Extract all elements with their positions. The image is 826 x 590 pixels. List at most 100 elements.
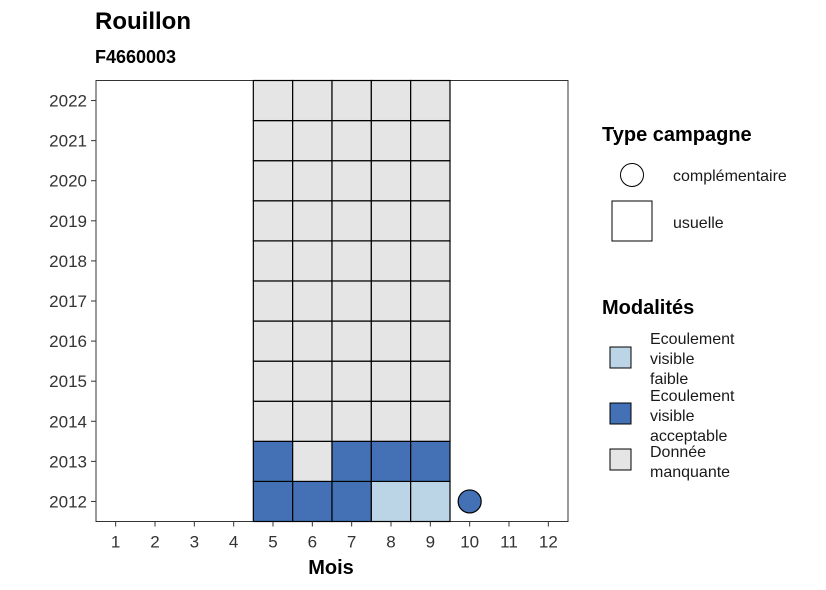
- x-tick-label: 4: [229, 533, 238, 552]
- heatmap-cell-2019-7: [331, 200, 372, 242]
- heatmap-cell-2019-9: [410, 200, 451, 242]
- heatmap-cell-2022-7: [331, 79, 372, 122]
- heatmap-cell-2013-5: [252, 440, 294, 483]
- heatmap-cell-2018-5: [252, 240, 294, 282]
- heatmap-cells: [252, 79, 451, 523]
- heatmap-cell-2012-5: [252, 480, 294, 523]
- heatmap-cell-2022-9: [410, 79, 451, 122]
- heatmap-cell-2020-5: [252, 160, 294, 202]
- x-tick-label: 12: [539, 533, 558, 552]
- heatmap-cell-2020-6: [292, 160, 333, 202]
- y-tick-label: 2012: [49, 492, 87, 511]
- heatmap-cell-2022-5: [252, 79, 294, 122]
- legend-circle-symbol: [620, 163, 644, 187]
- y-tick-label: 2019: [49, 212, 87, 231]
- heatmap-cell-2018-8: [370, 240, 412, 282]
- x-axis-title: Mois: [308, 557, 354, 579]
- x-tick-label: 2: [150, 533, 159, 552]
- heatmap-cell-2016-8: [370, 320, 412, 362]
- heatmap-cell-2014-9: [410, 400, 451, 442]
- x-tick-label: 9: [426, 533, 435, 552]
- heatmap-cell-2015-6: [292, 360, 333, 402]
- y-tick-label: 2022: [49, 92, 87, 111]
- heatmap-cell-2019-5: [252, 200, 294, 242]
- heatmap-cell-2014-7: [331, 400, 372, 442]
- legend-campaign-title: Type campagne: [602, 124, 752, 146]
- x-tick-label: 10: [460, 533, 479, 552]
- heatmap-cell-2017-5: [252, 280, 294, 322]
- y-tick-label: 2018: [49, 252, 87, 271]
- x-tick-label: 11: [500, 533, 518, 552]
- heatmap-cell-2021-8: [370, 119, 412, 162]
- heatmap-cell-2020-7: [331, 160, 372, 202]
- x-tick-label: 1: [111, 533, 120, 552]
- heatmap-cell-2021-9: [410, 119, 451, 162]
- heatmap-cell-2013-6: [292, 440, 333, 483]
- legend-modalites-title: Modalités: [602, 297, 694, 319]
- legend-label-faible: Ecoulement visible faible: [650, 331, 739, 388]
- x-tick-label: 7: [347, 533, 356, 552]
- heatmap-cell-2021-5: [252, 119, 294, 162]
- chart-subtitle: F4660003: [95, 47, 176, 67]
- heatmap-cell-2019-8: [370, 200, 412, 242]
- heatmap-cell-2013-8: [370, 440, 412, 483]
- heatmap-cell-2020-9: [410, 160, 451, 202]
- heatmap-cell-2012-8: [370, 480, 412, 523]
- heatmap-cell-2017-7: [331, 280, 372, 322]
- legend-swatch-missing: [609, 448, 632, 471]
- heatmap-cell-2012-6: [292, 480, 333, 523]
- y-tick-label: 2016: [49, 332, 87, 351]
- heatmap-cell-2012-7: [331, 480, 372, 523]
- legend-modalites: Modalités Ecoulement visible faible Ecou…: [602, 297, 739, 481]
- legend-swatch-faible: [609, 346, 632, 369]
- legend-label-missing: Donnée manquante: [650, 444, 730, 481]
- heatmap-cell-2015-5: [252, 360, 294, 402]
- legend-square-symbol: [611, 200, 653, 242]
- y-tick-label: 2021: [49, 132, 87, 151]
- heatmap-cell-2015-7: [331, 360, 372, 402]
- heatmap-cell-2014-8: [370, 400, 412, 442]
- heatmap-cell-2016-5: [252, 320, 294, 362]
- x-tick-label: 8: [386, 533, 395, 552]
- heatmap-cell-2016-7: [331, 320, 372, 362]
- legend-usuelle-label: usuelle: [673, 215, 724, 232]
- circle-point-2012-10: [457, 489, 482, 514]
- heatmap-cell-2022-8: [370, 79, 412, 122]
- heatmap-cell-2014-6: [292, 400, 333, 442]
- legend-complementaire-label: complémentaire: [673, 168, 787, 185]
- x-axis: 1 2 3 4 5 6 7 8 9 10 11 12: [111, 521, 558, 552]
- heatmap-cell-2014-5: [252, 400, 294, 442]
- heatmap-cell-2012-9: [410, 480, 451, 523]
- heatmap-cell-2017-6: [292, 280, 333, 322]
- circle-markers: [457, 489, 482, 514]
- legend-label-acceptable: Ecoulement visible acceptable: [650, 388, 739, 445]
- heatmap-cell-2018-6: [292, 240, 333, 282]
- heatmap-cell-2018-7: [331, 240, 372, 282]
- heatmap-cell-2013-7: [331, 440, 372, 483]
- heatmap-cell-2021-6: [292, 119, 333, 162]
- y-tick-label: 2015: [49, 372, 87, 391]
- x-tick-label: 3: [190, 533, 199, 552]
- heatmap-cell-2020-8: [370, 160, 412, 202]
- chart-title: Rouillon: [95, 8, 191, 35]
- heatmap-cell-2015-8: [370, 360, 412, 402]
- y-tick-label: 2020: [49, 172, 87, 191]
- y-tick-label: 2013: [49, 452, 87, 471]
- heatmap-cell-2016-9: [410, 320, 451, 362]
- heatmap-cell-2017-9: [410, 280, 451, 322]
- x-tick-label: 5: [268, 533, 277, 552]
- heatmap-cell-2017-8: [370, 280, 412, 322]
- legend-campaign-type: Type campagne complémentaire usuelle: [602, 124, 787, 242]
- heatmap-cell-2018-9: [410, 240, 451, 282]
- y-tick-label: 2014: [49, 412, 87, 431]
- heatmap-cell-2016-6: [292, 320, 333, 362]
- heatmap-cell-2013-9: [410, 440, 451, 483]
- heatmap-cell-2022-6: [292, 79, 333, 122]
- y-tick-label: 2017: [49, 292, 87, 311]
- heatmap-cell-2019-6: [292, 200, 333, 242]
- heatmap-cell-2021-7: [331, 119, 372, 162]
- y-axis: 2012 2013 2014 2015 2016 2017 2018 2019 2020 2021…: [49, 92, 96, 511]
- legend-swatch-acceptable: [609, 402, 632, 425]
- heatmap-cell-2015-9: [410, 360, 451, 402]
